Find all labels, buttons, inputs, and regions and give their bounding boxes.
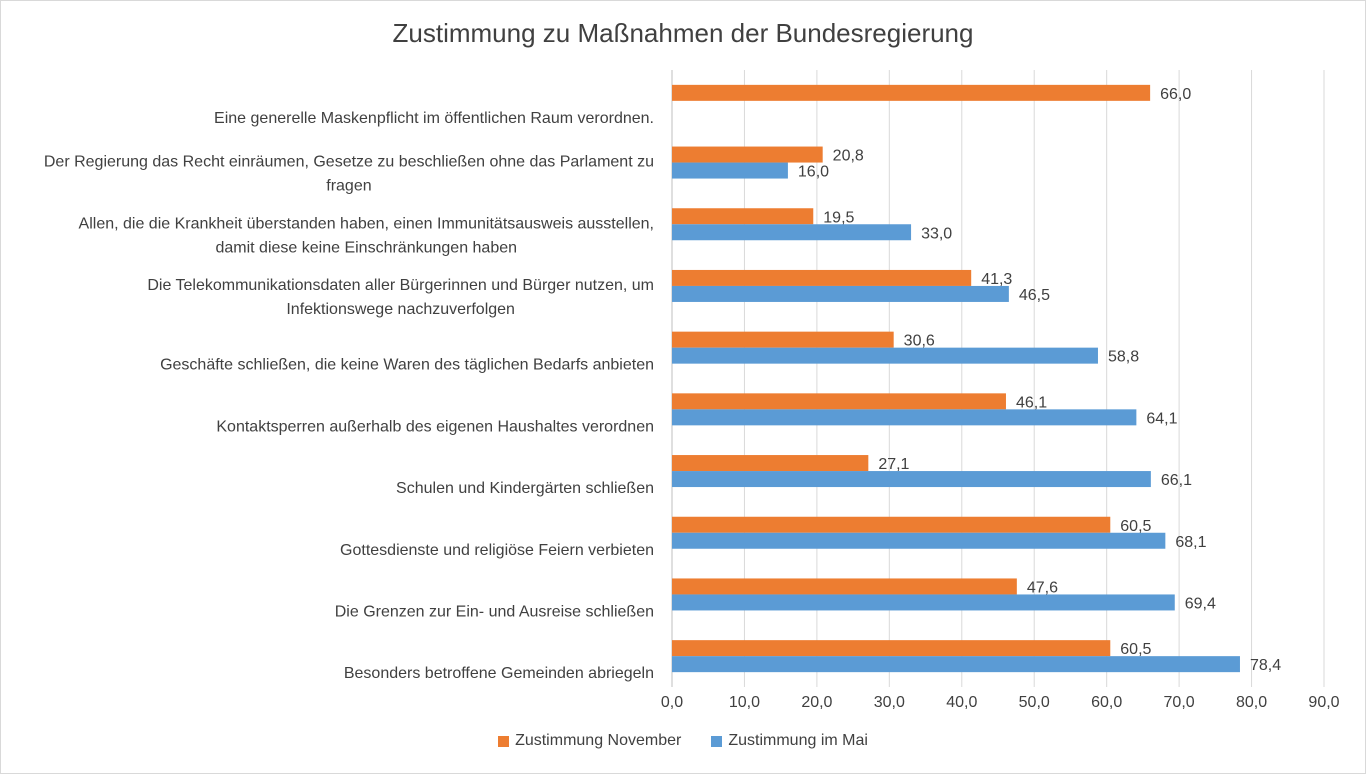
- data-label: 69,4: [1185, 595, 1216, 612]
- x-tick-label: 50,0: [1019, 694, 1050, 711]
- x-tick-label: 20,0: [801, 694, 832, 711]
- bar-mai: [672, 409, 1137, 426]
- bar-mai: [672, 532, 1166, 549]
- x-tick-label: 10,0: [729, 694, 760, 711]
- data-label: 27,1: [878, 456, 909, 473]
- legend-swatch-november: [498, 735, 510, 747]
- chart-title: Zustimmung zu Maßnahmen der Bundesregier…: [392, 18, 974, 48]
- bar-mai: [672, 471, 1151, 488]
- x-tick-label: 40,0: [946, 694, 977, 711]
- bar-mai: [672, 594, 1175, 611]
- category-label: Infektionswege nachzuverfolgen: [286, 301, 515, 318]
- legend-item-mai: Zustimmung im Mai: [711, 732, 868, 750]
- bar-november: [672, 393, 1006, 410]
- bar-november: [672, 84, 1151, 101]
- data-label: 46,1: [1016, 394, 1047, 411]
- data-label: 41,3: [981, 271, 1012, 288]
- bar-november: [672, 269, 972, 286]
- legend-label-november: Zustimmung November: [515, 732, 682, 749]
- data-label: 30,6: [904, 333, 935, 350]
- data-label: 20,8: [833, 148, 864, 165]
- legend-swatch-mai: [711, 735, 723, 747]
- data-label: 66,0: [1160, 86, 1191, 103]
- bar-november: [672, 640, 1111, 657]
- category-label: Die Telekommunikationsdaten aller Bürger…: [147, 277, 654, 294]
- bar-november: [672, 578, 1017, 595]
- data-label: 47,6: [1027, 579, 1058, 596]
- bar-november: [672, 455, 869, 472]
- chart-legend: Zustimmung November Zustimmung im Mai: [0, 732, 1366, 750]
- bar-mai: [672, 162, 788, 179]
- data-label: 66,1: [1161, 472, 1192, 489]
- legend-item-november: Zustimmung November: [498, 732, 681, 750]
- bar-mai: [672, 656, 1240, 673]
- data-label: 68,1: [1175, 534, 1206, 551]
- bar-november: [672, 516, 1111, 533]
- bar-mai: [672, 285, 1009, 302]
- bar-mai: [672, 347, 1098, 364]
- category-label: fragen: [326, 178, 371, 195]
- category-label: Allen, die die Krankheit überstanden hab…: [79, 215, 654, 232]
- x-tick-label: 90,0: [1308, 694, 1339, 711]
- legend-label-mai: Zustimmung im Mai: [728, 732, 868, 749]
- bar-november: [672, 146, 823, 163]
- data-label: 64,1: [1146, 410, 1177, 427]
- data-label: 60,5: [1120, 641, 1151, 658]
- category-label: Eine generelle Maskenpflicht im öffentli…: [214, 110, 654, 127]
- data-label: 46,5: [1019, 287, 1050, 304]
- category-label: Der Regierung das Recht einräumen, Geset…: [44, 154, 654, 171]
- data-label: 60,5: [1120, 518, 1151, 535]
- x-tick-label: 80,0: [1236, 694, 1267, 711]
- category-label: Besonders betroffene Gemeinden abriegeln: [344, 665, 654, 682]
- data-label: 78,4: [1250, 657, 1281, 674]
- x-tick-label: 0,0: [661, 694, 683, 711]
- category-label: Schulen und Kindergärten schließen: [396, 480, 654, 497]
- category-label: damit diese keine Einschränkungen haben: [215, 239, 517, 256]
- bar-mai: [672, 224, 912, 241]
- x-tick-label: 30,0: [874, 694, 905, 711]
- category-label: Kontaktsperren außerhalb des eigenen Hau…: [216, 418, 654, 435]
- data-label: 19,5: [823, 209, 854, 226]
- data-label: 16,0: [798, 164, 829, 181]
- bar-november: [672, 331, 894, 348]
- x-tick-label: 70,0: [1164, 694, 1195, 711]
- data-label: 58,8: [1108, 349, 1139, 366]
- category-label: Die Grenzen zur Ein- und Ausreise schlie…: [335, 603, 654, 620]
- category-label: Geschäfte schließen, die keine Waren des…: [160, 357, 654, 374]
- bar-november: [672, 208, 814, 225]
- data-label: 33,0: [921, 225, 952, 242]
- category-label: Gottesdienste und religiöse Feiern verbi…: [340, 542, 654, 559]
- x-tick-label: 60,0: [1091, 694, 1122, 711]
